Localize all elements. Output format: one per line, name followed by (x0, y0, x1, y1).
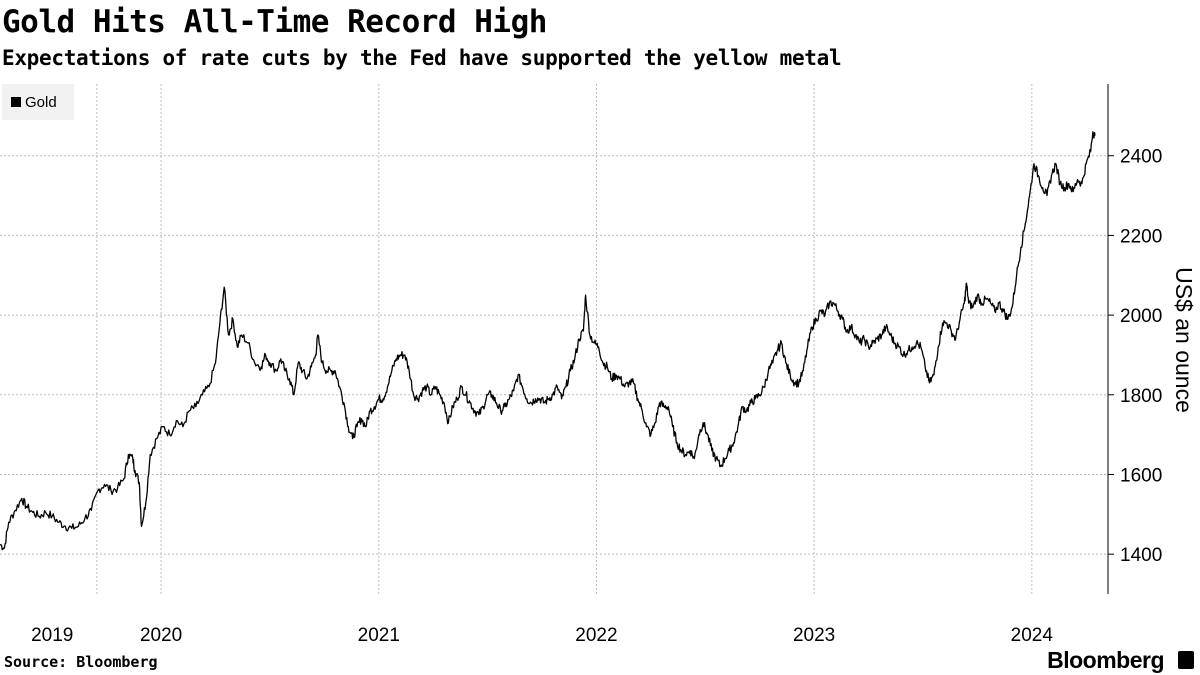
x-tick-label-2019: 2019 (31, 625, 73, 646)
series-line-gold (0, 131, 1096, 551)
bloomberg-terminal-icon (1178, 651, 1194, 669)
chart-title: Gold Hits All-Time Record High (2, 4, 547, 40)
legend: Gold (2, 84, 74, 120)
gridlines (0, 84, 1108, 594)
source-note: Source: Bloomberg (4, 653, 158, 671)
x-tick-label-2023: 2023 (793, 625, 835, 646)
x-tick-label-2022: 2022 (575, 625, 617, 646)
y-tick-label-1400: 1400 (1120, 545, 1162, 566)
x-tick-label-2020: 2020 (140, 625, 182, 646)
y-tick-label-2400: 2400 (1120, 147, 1162, 168)
x-tick-label-2021: 2021 (358, 625, 400, 646)
y-axis: 1400 1600 1800 2000 2200 2400 (1107, 84, 1162, 594)
chart-subtitle: Expectations of rate cuts by the Fed hav… (2, 46, 842, 70)
legend-label-gold: Gold (25, 93, 57, 111)
legend-swatch-gold (11, 97, 21, 107)
x-tick-label-2024: 2024 (1011, 625, 1054, 646)
y-axis-title: US$ an ounce (1171, 267, 1197, 413)
y-tick-label-1600: 1600 (1120, 465, 1162, 486)
y-tick-label-2200: 2200 (1120, 226, 1162, 247)
brand-logo-text: Bloomberg (1047, 647, 1164, 673)
y-tick-label-1800: 1800 (1120, 386, 1162, 407)
x-axis: 2019 2020 2021 2022 2023 2024 (31, 625, 1053, 646)
series-gold (0, 131, 1096, 551)
y-tick-label-2000: 2000 (1120, 306, 1162, 327)
